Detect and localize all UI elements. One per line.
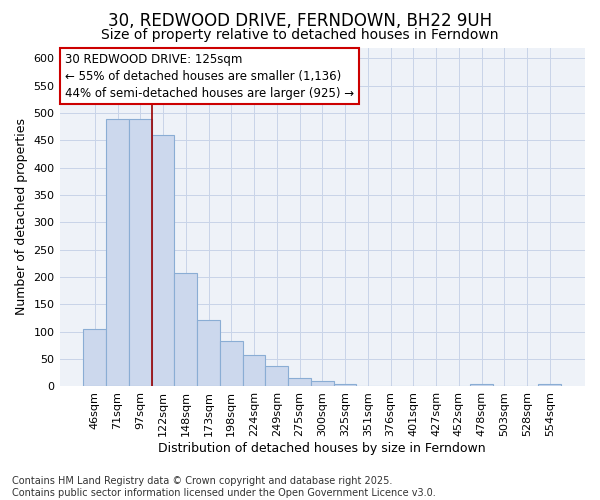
Bar [220, 341, 242, 386]
Bar [311, 381, 334, 386]
Bar [106, 118, 129, 386]
Bar [265, 366, 288, 386]
Bar [83, 329, 106, 386]
Bar [175, 274, 197, 386]
Text: 30 REDWOOD DRIVE: 125sqm
← 55% of detached houses are smaller (1,136)
44% of sem: 30 REDWOOD DRIVE: 125sqm ← 55% of detach… [65, 52, 354, 100]
Bar [470, 384, 493, 386]
Text: Contains HM Land Registry data © Crown copyright and database right 2025.
Contai: Contains HM Land Registry data © Crown c… [12, 476, 436, 498]
Bar [129, 118, 152, 386]
Bar [197, 320, 220, 386]
Bar [288, 378, 311, 386]
Bar [538, 384, 561, 386]
Y-axis label: Number of detached properties: Number of detached properties [15, 118, 28, 316]
Bar [152, 135, 175, 386]
Bar [334, 384, 356, 386]
Text: Size of property relative to detached houses in Ferndown: Size of property relative to detached ho… [101, 28, 499, 42]
Bar [242, 356, 265, 386]
Text: 30, REDWOOD DRIVE, FERNDOWN, BH22 9UH: 30, REDWOOD DRIVE, FERNDOWN, BH22 9UH [108, 12, 492, 30]
X-axis label: Distribution of detached houses by size in Ferndown: Distribution of detached houses by size … [158, 442, 486, 455]
